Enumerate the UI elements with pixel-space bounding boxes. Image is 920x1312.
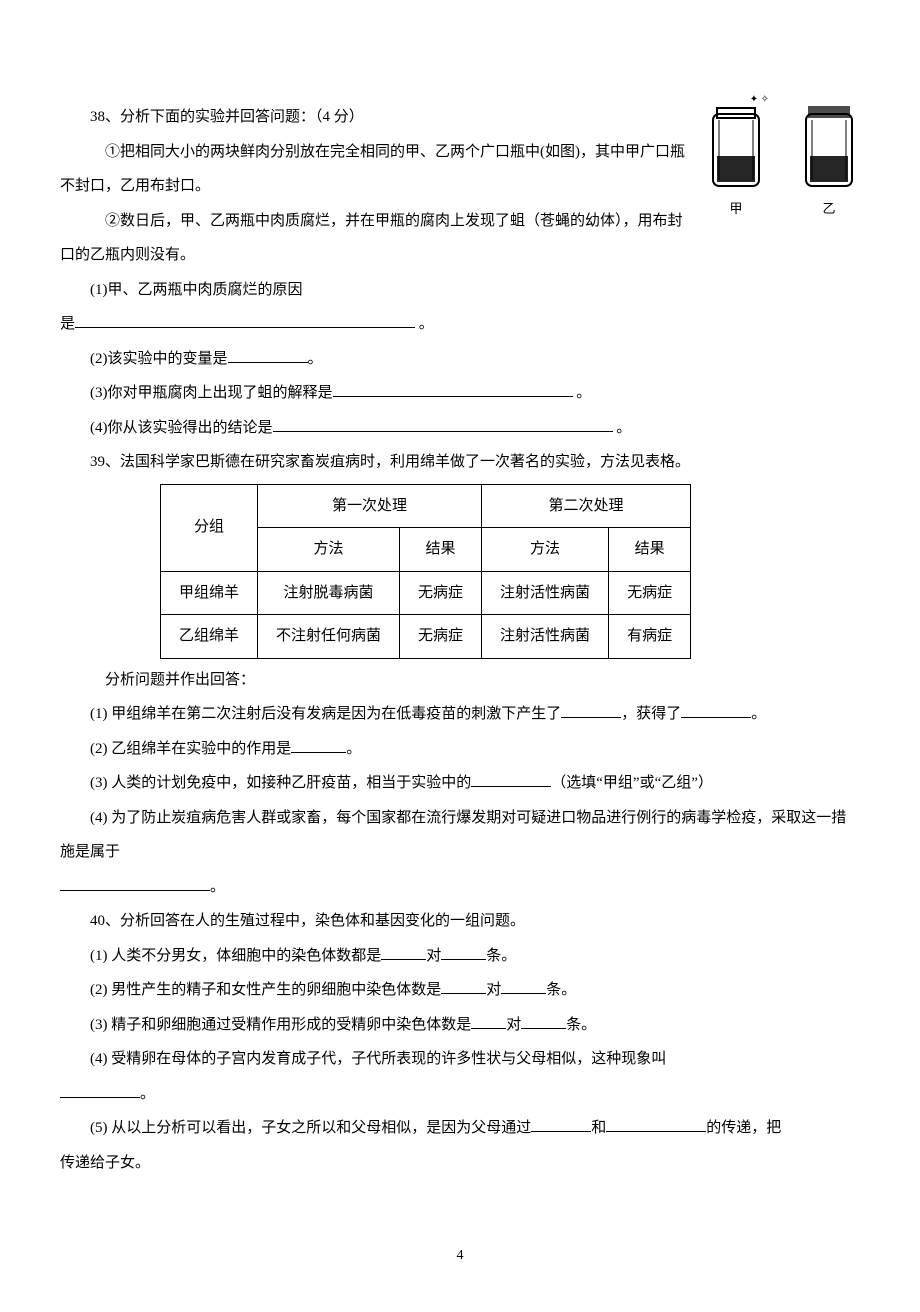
q39-s1a: (1) 甲组绵羊在第二次注射后没有发病是因为在低毒疫苗的刺激下产生了 (90, 706, 561, 722)
q40-s1b: 对 (426, 948, 441, 964)
q39-s3b: （选填“甲组”或“乙组”） (551, 775, 713, 791)
q38-s3b: 。 (573, 385, 592, 401)
th-group: 分组 (161, 484, 258, 571)
q40-s5-line: (5) 从以上分析可以看出，子女之所以和父母相似，是因为父母通过 和 的传递，把 (60, 1111, 860, 1146)
q39-s3-line: (3) 人类的计划免疫中，如接种乙肝疫苗，相当于实验中的 （选填“甲组”或“乙组”… (60, 766, 860, 801)
q39-s4b: 。 (210, 879, 225, 895)
th-result1: 结果 (400, 528, 482, 572)
page-number: 4 (60, 1240, 860, 1272)
blank (441, 993, 486, 994)
fly-icon: ✦ ✧ (750, 88, 769, 111)
q40-s4a: (4) 受精卵在母体的子宫内发育成子代，子代所表现的许多性状与父母相似，这种现象… (60, 1042, 860, 1077)
q40-s2c: 条。 (546, 982, 576, 998)
q40-s4b: 。 (140, 1086, 155, 1102)
q40-s2a: (2) 男性产生的精子和女性产生的卵细胞中染色体数是 (90, 982, 441, 998)
q39-stem: 39、法国科学家巴斯德在研究家畜炭疽病时，利用绵羊做了一次著名的实验，方法见表格… (60, 445, 860, 480)
blank (606, 1131, 706, 1132)
q40-s2b: 对 (486, 982, 501, 998)
q40-stem: 40、分析回答在人的生殖过程中，染色体和基因变化的一组问题。 (60, 904, 860, 939)
q40-s3-line: (3) 精子和卵细胞通过受精作用形成的受精卵中染色体数是 对 条。 (60, 1008, 860, 1043)
q40-s3c: 条。 (566, 1017, 596, 1033)
blank (521, 1028, 566, 1029)
blank (75, 327, 415, 328)
q40-s4-line2: 。 (60, 1077, 860, 1112)
q39-s1-line: (1) 甲组绵羊在第二次注射后没有发病是因为在低毒疫苗的刺激下产生了 ，获得了 。 (60, 697, 860, 732)
th-method2: 方法 (482, 528, 609, 572)
q39-table: 分组 第一次处理 第二次处理 方法 结果 方法 结果 甲组绵羊 注射脱毒病菌 无… (160, 484, 691, 659)
q40-s1c: 条。 (486, 948, 516, 964)
q40-s3a: (3) 精子和卵细胞通过受精作用形成的受精卵中染色体数是 (90, 1017, 471, 1033)
q39-s2b: 。 (346, 741, 361, 757)
q39-s3a: (3) 人类的计划免疫中，如接种乙肝疫苗，相当于实验中的 (90, 775, 471, 791)
q40-s5b: 和 (591, 1120, 606, 1136)
th-second: 第二次处理 (482, 484, 691, 528)
q39-s1c: 。 (751, 706, 766, 722)
q38-s2a: (2)该实验中的变量是 (90, 351, 228, 367)
q38-s3a: (3)你对甲瓶腐肉上出现了蛆的解释是 (90, 385, 333, 401)
th-method1: 方法 (258, 528, 400, 572)
q38-s4b: 。 (613, 420, 632, 436)
jar-covered-icon (800, 100, 858, 190)
q39-s4a: (4) 为了防止炭疽病危害人群或家畜，每个国家都在流行爆发期对可疑进口物品进行例… (60, 810, 846, 861)
blank (291, 752, 346, 753)
blank (333, 396, 573, 397)
blank (531, 1131, 591, 1132)
blank (501, 993, 546, 994)
q38-figure: ✦ ✧ 甲 乙 (705, 100, 860, 224)
q40-s5c: 的传递，把 (706, 1120, 781, 1136)
q38-s2-line: (2)该实验中的变量是 。 (60, 342, 860, 377)
blank (60, 890, 210, 891)
blank (60, 1097, 140, 1098)
q38-s3-line: (3)你对甲瓶腐肉上出现了蛆的解释是 。 (60, 376, 860, 411)
th-first: 第一次处理 (258, 484, 482, 528)
q39-s4-line1: (4) 为了防止炭疽病危害人群或家畜，每个国家都在流行爆发期对可疑进口物品进行例… (60, 801, 860, 870)
jar-label-b: 乙 (822, 194, 835, 224)
q39-s1b: ，获得了 (621, 706, 681, 722)
blank (441, 959, 486, 960)
q39-s2a: (2) 乙组绵羊在实验中的作用是 (90, 741, 291, 757)
q40-s1a: (1) 人类不分男女，体细胞中的染色体数都是 (90, 948, 381, 964)
blank (273, 431, 613, 432)
q38-s1-line: 是 。 (60, 307, 860, 342)
q38-s4a: (4)你从该实验得出的结论是 (90, 420, 273, 436)
blank (228, 362, 308, 363)
blank (561, 717, 621, 718)
q38-s2b: 。 (308, 351, 323, 367)
blank (681, 717, 751, 718)
blank (471, 1028, 506, 1029)
blank (471, 786, 551, 787)
q38-s4-line: (4)你从该实验得出的结论是 。 (60, 411, 860, 446)
q40-s1-line: (1) 人类不分男女，体细胞中的染色体数都是 对 条。 (60, 939, 860, 974)
q38-s1c: 。 (415, 316, 434, 332)
q39-s2-line: (2) 乙组绵羊在实验中的作用是 。 (60, 732, 860, 767)
q38-s1a: (1)甲、乙两瓶中肉质腐烂的原因 (60, 273, 860, 308)
jar-open-icon (707, 100, 765, 190)
q40-s3b: 对 (506, 1017, 521, 1033)
table-row: 甲组绵羊 注射脱毒病菌 无病症 注射活性病菌 无病症 (161, 571, 691, 615)
table-row: 乙组绵羊 不注射任何病菌 无病症 注射活性病菌 有病症 (161, 615, 691, 659)
blank (381, 959, 426, 960)
q39-lead: 分析问题并作出回答： (60, 663, 860, 698)
q40-s5a: (5) 从以上分析可以看出，子女之所以和父母相似，是因为父母通过 (90, 1120, 531, 1136)
q38-s1b: 是 (60, 316, 75, 332)
th-result2: 结果 (609, 528, 691, 572)
jar-label-a: 甲 (729, 194, 742, 224)
q40-s2-line: (2) 男性产生的精子和女性产生的卵细胞中染色体数是 对 条。 (60, 973, 860, 1008)
q39-s4-line2: 。 (60, 870, 860, 905)
q40-s5d: 传递给子女。 (60, 1146, 860, 1181)
